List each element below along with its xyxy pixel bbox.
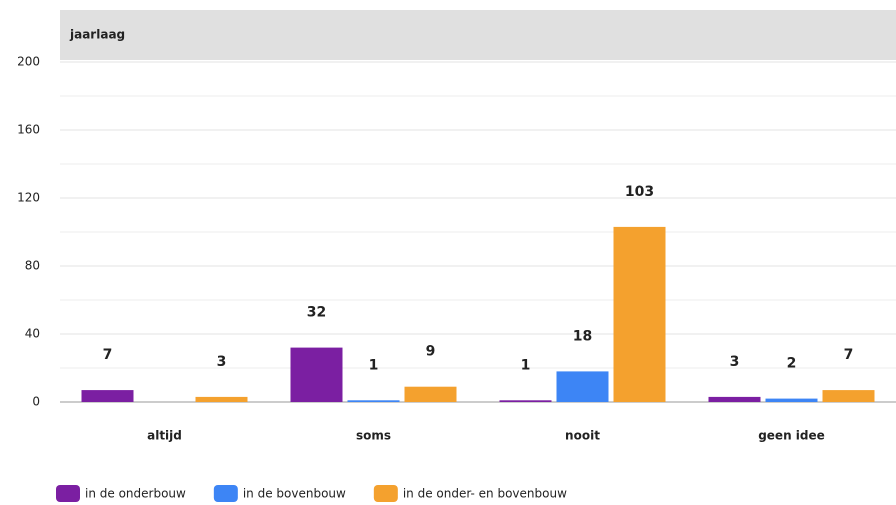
bar — [556, 371, 609, 402]
data-label: 3 — [730, 354, 740, 370]
bar — [708, 396, 761, 402]
bar — [822, 390, 875, 402]
bar — [290, 347, 343, 402]
x-tick-label: altijd — [147, 429, 182, 443]
bar — [347, 400, 400, 402]
y-tick-label: 120 — [17, 191, 40, 205]
data-label: 103 — [625, 184, 654, 200]
data-label: 1 — [521, 357, 531, 373]
data-label: 7 — [103, 347, 113, 363]
x-tick-label: nooit — [565, 429, 600, 443]
bar — [81, 390, 134, 402]
legend-label: in de bovenbouw — [243, 487, 346, 501]
bar — [404, 386, 457, 402]
legend-swatch — [213, 485, 238, 502]
data-label: 9 — [426, 344, 436, 360]
legend-swatch — [56, 485, 80, 502]
y-tick-label: 40 — [25, 327, 40, 341]
y-tick-label: 160 — [17, 123, 40, 137]
bar — [765, 398, 818, 402]
legend-label: in de onder- en bovenbouw — [403, 487, 567, 501]
data-label: 7 — [844, 347, 854, 363]
chart-title: jaarlaag — [69, 28, 125, 42]
data-label: 32 — [307, 305, 326, 321]
bar — [613, 226, 666, 402]
data-label: 18 — [573, 328, 592, 344]
y-tick-label: 80 — [25, 259, 40, 273]
x-tick-label: soms — [356, 429, 391, 443]
data-label: 3 — [217, 354, 227, 370]
legend-swatch — [373, 485, 398, 502]
bar — [499, 400, 552, 402]
y-tick-label: 200 — [17, 55, 40, 69]
data-label: 1 — [369, 357, 379, 373]
x-tick-label: geen idee — [758, 429, 825, 443]
bar — [195, 396, 248, 402]
data-label: 2 — [787, 356, 797, 372]
y-tick-label: 0 — [32, 395, 40, 409]
legend-label: in de onderbouw — [85, 487, 186, 501]
header-band — [60, 10, 896, 60]
